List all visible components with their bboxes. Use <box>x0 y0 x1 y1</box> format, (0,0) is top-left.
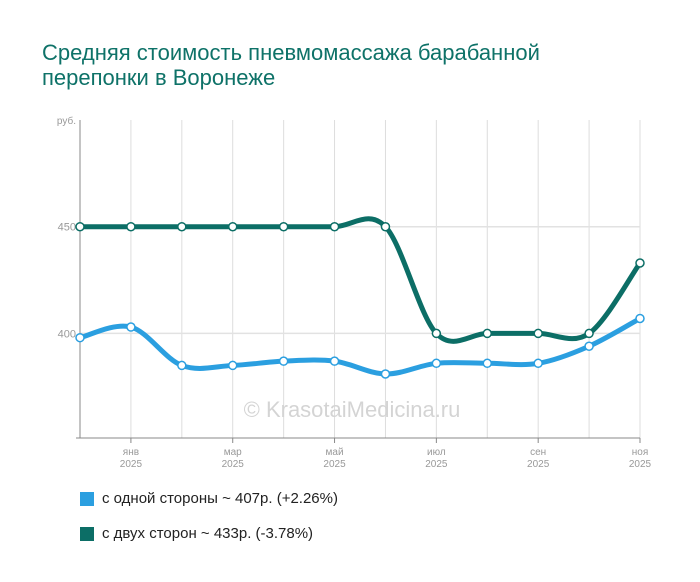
y-tick-label: 450 <box>58 222 76 234</box>
data-point <box>278 221 289 232</box>
data-point <box>126 221 136 232</box>
legend-item-two-sides[interactable]: с двух сторон ~ 433р. (-3.78%) <box>80 525 313 542</box>
x-tick-year: 2025 <box>323 459 346 470</box>
data-point <box>533 358 543 369</box>
data-point <box>482 328 493 339</box>
data-point <box>584 341 594 351</box>
data-point <box>635 258 645 268</box>
legend-label: с одной стороны ~ 407р. (+2.26%) <box>102 490 338 507</box>
legend-swatch <box>80 491 94 506</box>
data-point <box>177 360 187 371</box>
x-tick-month: мар <box>224 447 242 458</box>
data-point <box>126 322 136 332</box>
data-point <box>431 328 442 339</box>
x-tick-month: янв <box>123 447 139 458</box>
data-point <box>75 221 85 232</box>
legend-swatch <box>80 526 94 541</box>
legend-label: с двух сторон ~ 433р. (-3.78%) <box>102 525 314 542</box>
data-point <box>227 360 238 371</box>
data-point <box>533 328 543 339</box>
data-point <box>431 358 442 369</box>
x-tick-month: сен <box>530 447 546 458</box>
x-tick-month: июл <box>427 447 446 458</box>
series-line-0 <box>77 315 643 377</box>
data-point <box>635 313 645 324</box>
series-line-1 <box>77 216 643 344</box>
x-tick-year: 2025 <box>527 459 550 470</box>
y-axis-unit: руб. <box>57 115 76 127</box>
y-tick-label: 400 <box>58 328 76 340</box>
x-tick-year: 2025 <box>425 459 448 470</box>
x-tick-month: май <box>326 447 344 458</box>
x-tick-year: 2025 <box>222 459 245 470</box>
data-point <box>380 369 391 379</box>
data-point <box>329 221 340 232</box>
x-tick-month: ноя <box>632 447 649 458</box>
x-tick-year: 2025 <box>120 459 143 470</box>
chart-title: Средняя стоимость пневмомассажа барабанн… <box>42 40 540 90</box>
data-point <box>177 221 187 232</box>
data-point <box>278 356 289 366</box>
data-point <box>227 221 238 232</box>
data-point <box>75 332 85 343</box>
legend-item-one-side[interactable]: с одной стороны ~ 407р. (+2.26%) <box>80 490 338 507</box>
data-point <box>380 221 391 232</box>
x-tick-year: 2025 <box>629 459 652 470</box>
data-point <box>329 356 340 366</box>
data-point <box>482 358 493 369</box>
data-point <box>584 328 594 339</box>
watermark: © KrasotaiMedicina.ru <box>244 397 461 422</box>
